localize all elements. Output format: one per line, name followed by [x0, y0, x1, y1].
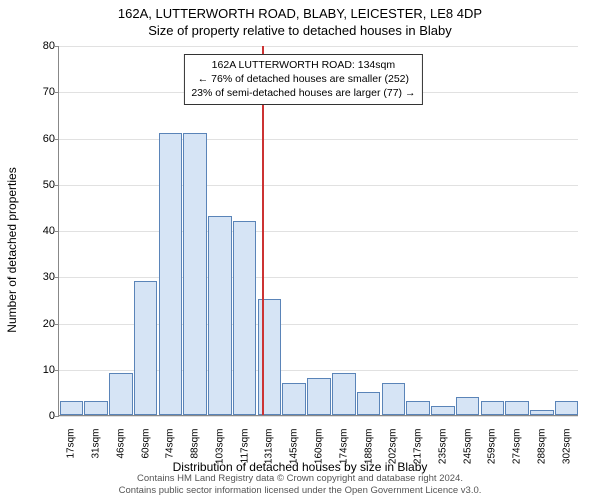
histogram-bar [282, 383, 306, 415]
chart-area: 0102030405060708017sqm31sqm46sqm60sqm74s… [58, 46, 578, 416]
histogram-bar [555, 401, 579, 415]
histogram-bar [382, 383, 406, 415]
annotation-line: ← 76% of detached houses are smaller (25… [191, 72, 415, 86]
y-tick-label: 40 [29, 225, 55, 237]
histogram-bar [332, 373, 356, 415]
y-axis-label: Number of detached properties [5, 167, 19, 332]
gridline [59, 277, 578, 278]
annotation-box: 162A LUTTERWORTH ROAD: 134sqm← 76% of de… [184, 54, 422, 105]
histogram-bar [505, 401, 529, 415]
chart-title: 162A, LUTTERWORTH ROAD, BLABY, LEICESTER… [0, 0, 600, 21]
gridline [59, 185, 578, 186]
histogram-bar [60, 401, 84, 415]
chart-subtitle: Size of property relative to detached ho… [0, 21, 600, 38]
histogram-bar [233, 221, 257, 415]
histogram-bar [456, 397, 480, 416]
y-tick-label: 20 [29, 318, 55, 330]
histogram-bar [208, 216, 232, 415]
gridline [59, 139, 578, 140]
footer-line: Contains public sector information licen… [0, 485, 600, 497]
footer-line: Contains HM Land Registry data © Crown c… [0, 473, 600, 485]
y-tick-label: 70 [29, 86, 55, 98]
gridline [59, 416, 578, 417]
histogram-bar [183, 133, 207, 415]
y-tick-label: 50 [29, 179, 55, 191]
y-tick-label: 60 [29, 133, 55, 145]
x-axis-label: Distribution of detached houses by size … [0, 460, 600, 474]
histogram-bar [406, 401, 430, 415]
gridline [59, 231, 578, 232]
histogram-bar [134, 281, 158, 415]
histogram-bar [109, 373, 133, 415]
histogram-bar [159, 133, 183, 415]
histogram-bar [357, 392, 381, 415]
histogram-bar [481, 401, 505, 415]
y-tick-label: 10 [29, 364, 55, 376]
footer-attribution: Contains HM Land Registry data © Crown c… [0, 473, 600, 497]
histogram-bar [307, 378, 331, 415]
gridline [59, 46, 578, 47]
y-tick-label: 30 [29, 271, 55, 283]
annotation-line: 23% of semi-detached houses are larger (… [191, 86, 415, 100]
annotation-line: 162A LUTTERWORTH ROAD: 134sqm [191, 58, 415, 72]
histogram-bar [84, 401, 108, 415]
plot-region: 0102030405060708017sqm31sqm46sqm60sqm74s… [58, 46, 578, 416]
histogram-bar [431, 406, 455, 415]
histogram-bar [530, 410, 554, 415]
y-tick-label: 80 [29, 40, 55, 52]
y-tick-label: 0 [29, 410, 55, 422]
